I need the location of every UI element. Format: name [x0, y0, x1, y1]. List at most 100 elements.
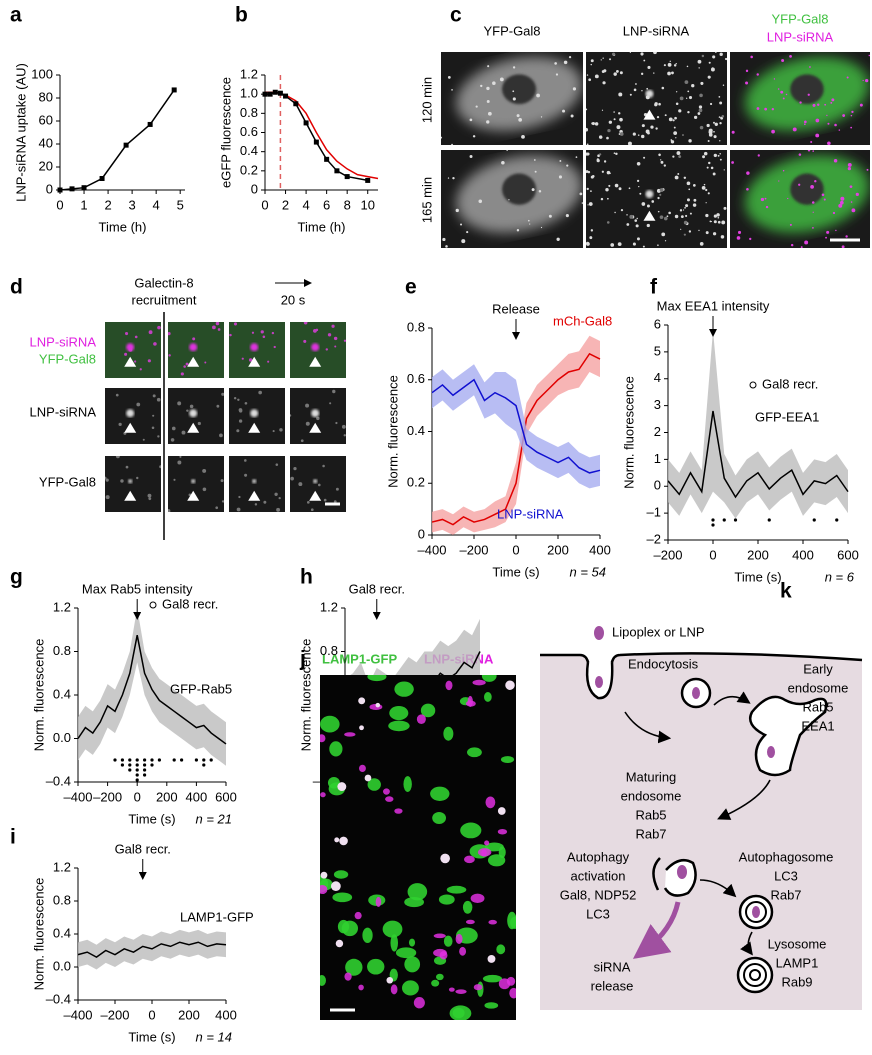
blob [510, 916, 516, 929]
spot [855, 192, 859, 197]
y-tick-label: 0.4 [240, 143, 258, 158]
node-label: endosome [621, 788, 682, 803]
image-bg [105, 456, 161, 512]
y-tick-label: 80 [39, 89, 53, 104]
event-dot [143, 768, 147, 772]
node-label: Maturing [626, 769, 677, 784]
chart: i –0.4 0.0 0.4 0.8 1.2 –400 –200 0 200 400 Time (s)… [10, 826, 254, 1045]
spot [331, 324, 335, 328]
panel-label: g [10, 566, 23, 589]
marker [81, 185, 87, 191]
node-label: endosome [788, 680, 849, 695]
spot [563, 60, 568, 65]
spot [677, 173, 680, 175]
y-tick-label: 0.4 [53, 925, 71, 940]
spot [538, 190, 542, 193]
series-label: mCh-Gal8 [553, 313, 612, 328]
y-tick-label: 0.4 [407, 423, 425, 438]
spot [850, 201, 853, 203]
pointer [187, 356, 200, 367]
spot [148, 330, 153, 335]
spot [594, 74, 599, 79]
spot [204, 361, 207, 364]
node-label: Rab7 [635, 826, 666, 841]
spot [105, 478, 109, 482]
spot [722, 84, 725, 86]
spot [508, 199, 510, 201]
chart: f –2 –1 0 1 2 3 4 5 6 –200 0 200 400 600 Time (s) Norm. … [621, 276, 858, 585]
blob [404, 956, 421, 973]
spot [674, 175, 679, 180]
micrograph [229, 388, 285, 444]
x-tick-label: 400 [589, 542, 611, 557]
blob [333, 870, 349, 879]
marker [344, 174, 350, 180]
spot [640, 72, 644, 75]
spot [831, 98, 835, 102]
spot [699, 242, 704, 246]
image-bg [586, 150, 727, 248]
spot [586, 143, 589, 145]
blob [481, 675, 497, 682]
x-tick-label: 200 [178, 1007, 200, 1022]
y-tick-label: 0 [46, 181, 53, 196]
spot [850, 126, 853, 129]
header: recruitment [131, 292, 196, 307]
error-band [432, 335, 600, 535]
spot [587, 170, 591, 174]
spot [250, 409, 259, 418]
y-tick-label: –1 [647, 505, 661, 520]
spot [654, 103, 658, 107]
spot [664, 114, 667, 117]
x-tick-label: 1 [80, 197, 87, 212]
spot [633, 88, 637, 92]
spot [305, 421, 310, 426]
x-tick-label: 8 [344, 197, 351, 212]
spot [712, 55, 716, 59]
x-tick-label: 4 [302, 197, 309, 212]
spot [859, 103, 863, 107]
spot [718, 116, 721, 118]
blob [440, 853, 450, 864]
spot [804, 120, 807, 124]
spot [705, 202, 707, 204]
blob [497, 807, 506, 815]
spot [303, 339, 307, 343]
spot [683, 176, 687, 180]
spot [335, 487, 339, 491]
spot [701, 54, 705, 58]
spot [540, 116, 543, 118]
error-band [78, 929, 226, 970]
spot [271, 331, 275, 335]
spot [626, 223, 630, 226]
spot [785, 93, 788, 96]
node-label: LC3 [774, 868, 798, 883]
spot [605, 188, 609, 192]
spot [565, 214, 569, 218]
spot [862, 79, 864, 82]
spot [152, 414, 155, 417]
spot [798, 183, 801, 186]
spot [659, 193, 662, 196]
spot [189, 343, 198, 352]
arrow [713, 691, 751, 706]
spot [632, 242, 636, 246]
blob [394, 681, 414, 697]
annotation: Release [492, 301, 540, 316]
spot [134, 360, 137, 363]
event-dot [135, 758, 139, 762]
event-dot [180, 758, 184, 762]
event-dot [135, 773, 139, 777]
x-tick-label: 3 [128, 197, 135, 212]
spot [637, 134, 640, 136]
spot [715, 52, 717, 53]
spot [717, 220, 721, 224]
blob [498, 846, 506, 859]
micrograph [441, 150, 583, 248]
n-label: n = 21 [195, 811, 232, 826]
y-tick-label: 40 [39, 135, 53, 150]
spot [650, 125, 654, 129]
spot [847, 162, 852, 167]
x-tick-label: 0 [148, 1007, 155, 1022]
spot [322, 464, 325, 468]
